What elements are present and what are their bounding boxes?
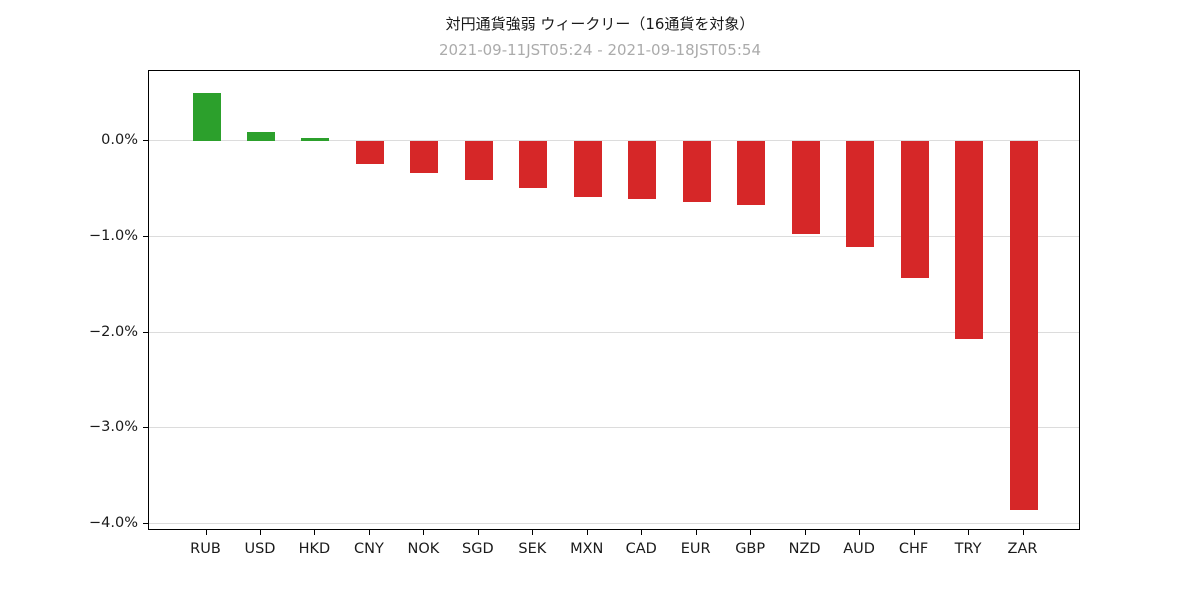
y-tick-mark [143, 523, 148, 525]
x-tick-mark [641, 530, 643, 535]
bar-rub [192, 93, 221, 141]
gridline [149, 235, 1079, 237]
y-tick-mark [143, 235, 148, 237]
gridline [149, 427, 1079, 429]
x-tick-mark [750, 530, 752, 535]
x-tick-mark [532, 530, 534, 535]
bar-usd [246, 132, 275, 141]
x-tick-label: NZD [788, 541, 821, 557]
x-tick-mark [477, 530, 479, 535]
gridline [149, 139, 1079, 141]
plot-area [148, 70, 1080, 530]
x-tick-mark [695, 530, 697, 535]
x-tick-label: HKD [298, 541, 331, 557]
bar-nok [410, 140, 439, 173]
x-tick-label: TRY [954, 541, 982, 557]
x-tick-mark [1022, 530, 1024, 535]
bar-eur [682, 140, 711, 203]
x-tick-label: CHF [898, 541, 929, 557]
bar-hkd [301, 138, 330, 141]
x-tick-mark [205, 530, 207, 535]
bar-nzd [791, 140, 820, 234]
x-tick-mark [804, 530, 806, 535]
bar-try [955, 140, 984, 340]
x-tick-label: USD [244, 541, 276, 557]
x-tick-mark [913, 530, 915, 535]
y-tick-label: 0.0% [101, 131, 138, 148]
gridline [149, 523, 1079, 525]
x-tick-label: EUR [680, 541, 711, 557]
x-tick-mark [368, 530, 370, 535]
chart-subtitle: 2021-09-11JST05:24 - 2021-09-18JST05:54 [439, 41, 761, 59]
x-tick-label: RUB [190, 541, 221, 557]
x-tick-label: SEK [518, 541, 547, 557]
x-tick-mark [586, 530, 588, 535]
x-tick-mark [859, 530, 861, 535]
y-tick-mark [143, 427, 148, 429]
chart-title: 対円通貨強弱 ウィークリー（16通貨を対象） [445, 15, 755, 33]
y-tick-mark [143, 331, 148, 333]
bar-cny [355, 140, 384, 164]
bar-chf [900, 140, 929, 278]
x-tick-label: AUD [843, 541, 875, 557]
gridline [149, 331, 1079, 333]
y-tick-label: −3.0% [89, 419, 138, 436]
x-tick-label: NOK [407, 541, 440, 557]
y-tick-mark [143, 139, 148, 141]
bar-zar [1009, 140, 1038, 510]
x-tick-label: CNY [353, 541, 384, 557]
y-tick-label: −4.0% [89, 515, 138, 532]
x-tick-label: GBP [735, 541, 766, 557]
bar-aud [846, 140, 875, 248]
x-tick-mark [968, 530, 970, 535]
x-tick-label: MXN [570, 541, 604, 557]
bar-sek [519, 140, 548, 188]
x-tick-label: CAD [625, 541, 657, 557]
y-tick-label: −2.0% [89, 323, 138, 340]
x-tick-mark [259, 530, 261, 535]
x-tick-mark [423, 530, 425, 535]
bar-gbp [737, 140, 766, 206]
y-tick-label: −1.0% [89, 227, 138, 244]
x-tick-label: ZAR [1007, 541, 1038, 557]
bar-mxn [573, 140, 602, 197]
x-tick-label: SGD [462, 541, 494, 557]
bar-sgd [464, 140, 493, 181]
bar-cad [628, 140, 657, 200]
x-tick-mark [314, 530, 316, 535]
